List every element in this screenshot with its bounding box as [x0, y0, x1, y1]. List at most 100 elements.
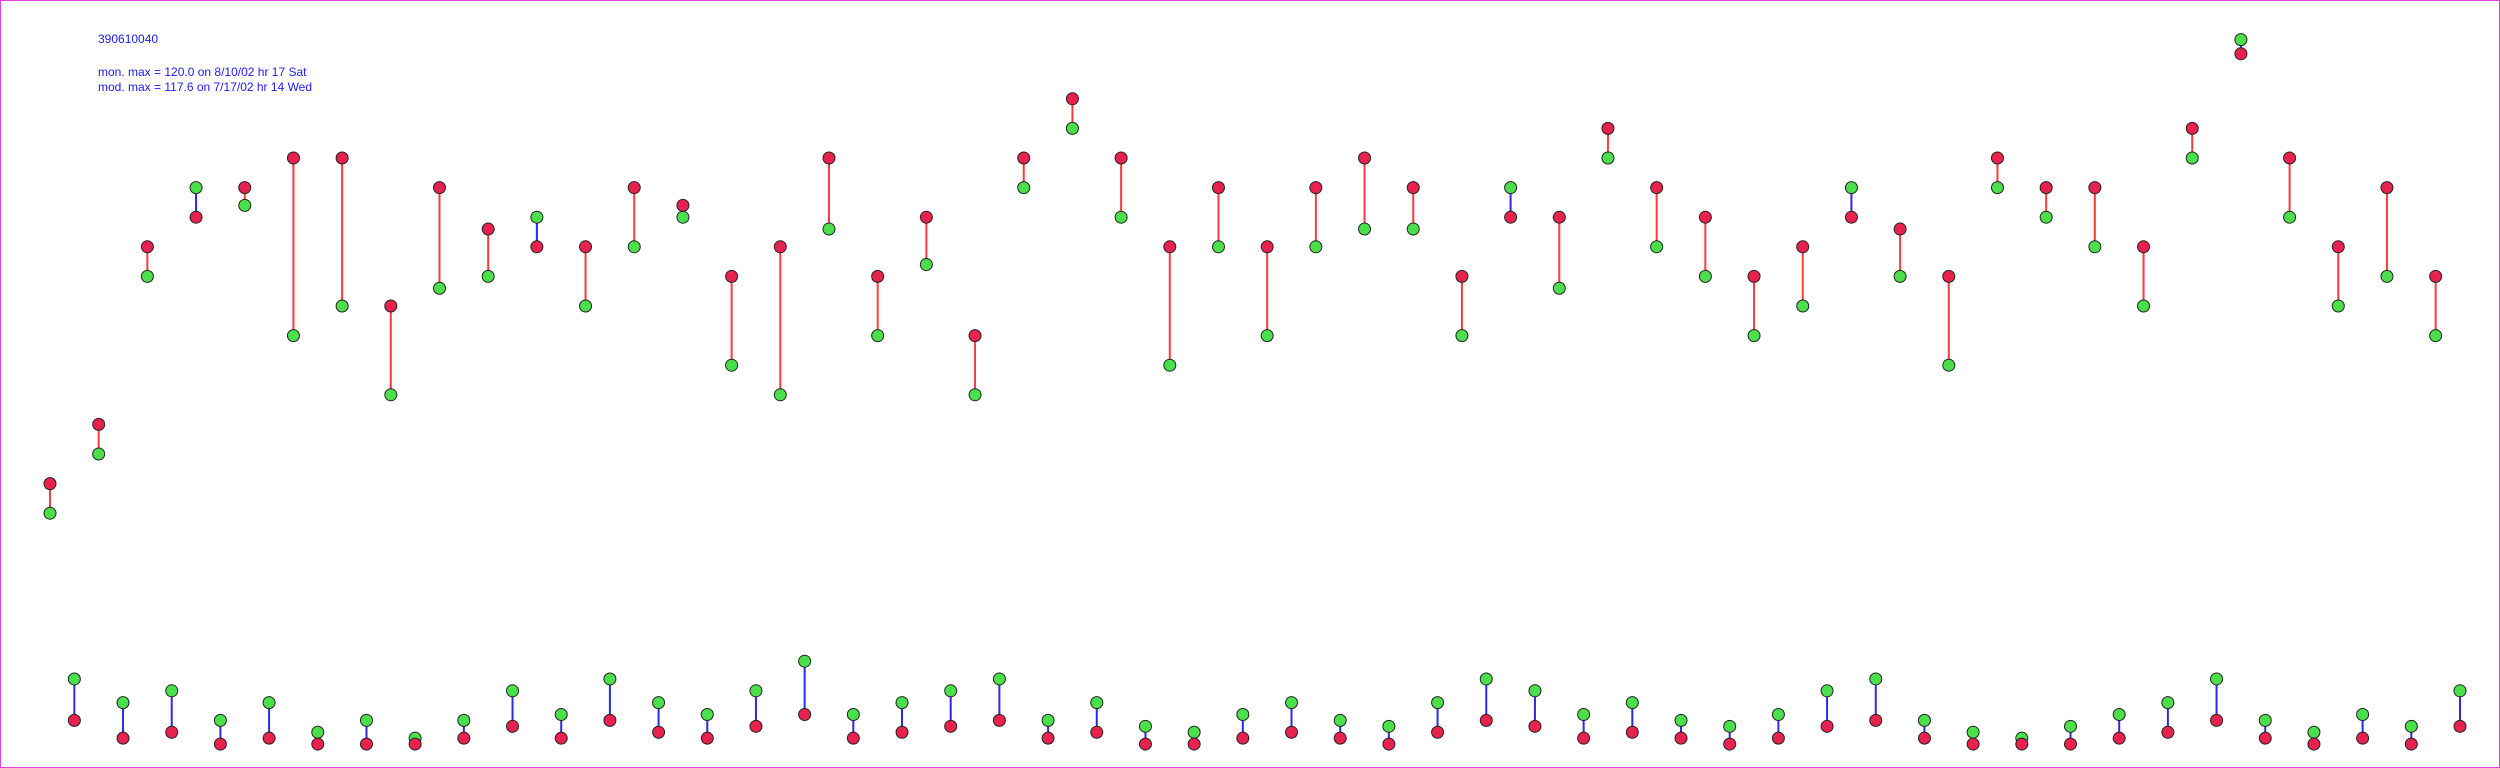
model-point	[1431, 725, 1445, 739]
monitor-point	[457, 713, 471, 727]
monitor-point	[1844, 181, 1858, 195]
monitor-point	[384, 388, 398, 402]
monitor-point	[1163, 358, 1177, 372]
model-point	[359, 737, 373, 751]
monitor-point	[1747, 329, 1761, 343]
monitor-point	[1552, 281, 1566, 295]
model-point	[1844, 210, 1858, 224]
model-point	[554, 731, 568, 745]
monitor-point	[554, 707, 568, 721]
monitor-point	[1114, 210, 1128, 224]
model-point	[408, 737, 422, 751]
model-point	[238, 181, 252, 195]
monitor-point	[1723, 719, 1737, 733]
model-point	[213, 737, 227, 751]
monitor-point	[1041, 713, 1055, 727]
monitor-point	[1138, 719, 1152, 733]
model-point	[1917, 731, 1931, 745]
model-point	[798, 707, 812, 721]
model-point	[1260, 240, 1274, 254]
monitor-point	[944, 684, 958, 698]
monitor-point	[1504, 181, 1518, 195]
model-point	[2210, 713, 2224, 727]
model-point	[919, 210, 933, 224]
model-point	[749, 719, 763, 733]
monitor-point	[627, 240, 641, 254]
monitor-point	[579, 299, 593, 313]
monitor-point	[2380, 269, 2394, 283]
model-point	[2137, 240, 2151, 254]
monitor-point	[2088, 240, 2102, 254]
monitor-point	[1698, 269, 1712, 283]
monitor-point	[2307, 725, 2321, 739]
model-point	[1796, 240, 1810, 254]
monitor-point	[432, 281, 446, 295]
model-point	[1990, 151, 2004, 165]
model-point	[1065, 92, 1079, 106]
model-point	[846, 731, 860, 745]
monitor-point	[1260, 329, 1274, 343]
monitor-point	[2112, 707, 2126, 721]
model-point	[1285, 725, 1299, 739]
model-point	[1528, 719, 1542, 733]
model-point	[1723, 737, 1737, 751]
monitor-point	[506, 684, 520, 698]
model-point	[1820, 719, 1834, 733]
monitor-point	[530, 210, 544, 224]
monitor-point	[1601, 151, 1615, 165]
model-point	[2185, 121, 2199, 135]
monitor-point	[1455, 329, 1469, 343]
monitor-point	[1065, 121, 1079, 135]
model-point	[2283, 151, 2297, 165]
model-point	[1333, 731, 1347, 745]
model-point	[1138, 737, 1152, 751]
monitor-point	[773, 388, 787, 402]
model-point	[1163, 240, 1177, 254]
monitor-point	[43, 506, 57, 520]
monitor-point	[968, 388, 982, 402]
monitor-point	[2039, 210, 2053, 224]
monitor-point	[213, 713, 227, 727]
model-point	[116, 731, 130, 745]
model-point	[1698, 210, 1712, 224]
monitor-point	[2429, 329, 2443, 343]
monitor-point	[2161, 696, 2175, 710]
monitor-point	[2283, 210, 2297, 224]
monitor-point	[1771, 707, 1785, 721]
monitor-point	[798, 654, 812, 668]
monitor-point	[1479, 672, 1493, 686]
model-point	[627, 181, 641, 195]
model-point	[2064, 737, 2078, 751]
model-point	[1187, 737, 1201, 751]
monitor-point	[1333, 713, 1347, 727]
model-point	[1382, 737, 1396, 751]
monitor-point	[1211, 240, 1225, 254]
model-point	[1747, 269, 1761, 283]
model-point	[432, 181, 446, 195]
model-point	[189, 210, 203, 224]
model-point	[1479, 713, 1493, 727]
model-point	[944, 719, 958, 733]
monitor-point	[1917, 713, 1931, 727]
monitor-point	[2258, 713, 2272, 727]
model-point	[1090, 725, 1104, 739]
model-point	[1017, 151, 1031, 165]
monitor-point	[749, 684, 763, 698]
model-point	[871, 269, 885, 283]
monitor-point	[189, 181, 203, 195]
monitor-point	[1820, 684, 1834, 698]
monitor-point	[992, 672, 1006, 686]
model-point	[2112, 731, 2126, 745]
model-point	[481, 222, 495, 236]
monitor-point	[1625, 696, 1639, 710]
monitor-point	[2064, 719, 2078, 733]
model-point	[1455, 269, 1469, 283]
model-point	[579, 240, 593, 254]
monitor-point	[2210, 672, 2224, 686]
model-point	[1041, 731, 1055, 745]
model-point	[1771, 731, 1785, 745]
monitor-point	[1990, 181, 2004, 195]
model-point	[676, 198, 690, 212]
model-point	[1236, 731, 1250, 745]
